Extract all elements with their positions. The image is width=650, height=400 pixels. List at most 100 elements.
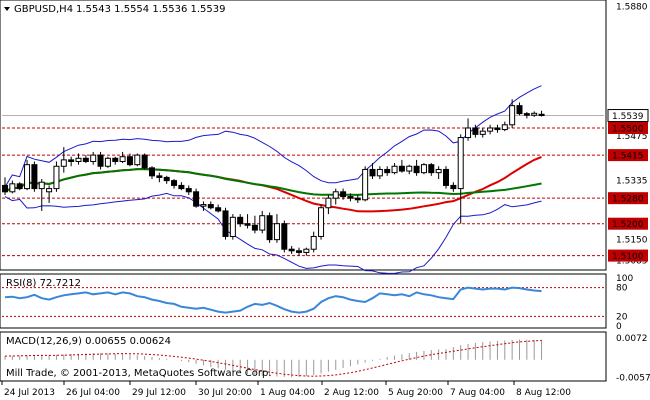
macd-label: MACD(12,26,9) 0.00655 0.00624 <box>6 336 171 347</box>
candle <box>288 246 295 255</box>
rsi-tick-label: 0 <box>616 322 622 332</box>
candle <box>369 163 376 180</box>
candle-body-down <box>31 164 38 190</box>
candle <box>185 185 192 195</box>
price-axis: 1.58801.54751.53351.52001.51501.50851.55… <box>607 3 649 266</box>
candle <box>398 159 405 173</box>
candle <box>487 124 494 135</box>
candle <box>303 247 310 256</box>
candle <box>60 147 67 173</box>
candle <box>391 163 398 175</box>
candle-body-up <box>435 168 442 174</box>
candle <box>354 194 361 203</box>
candle-body-down <box>354 197 361 201</box>
candle <box>53 161 60 192</box>
rsi-tick-label: 20 <box>616 312 628 322</box>
price-level-tag <box>608 192 648 205</box>
candle <box>479 127 486 138</box>
current-price-tag <box>607 109 649 123</box>
candle <box>68 156 75 167</box>
price-level-label: 1.5280 <box>612 195 644 205</box>
candle <box>347 193 354 202</box>
candle-body-down <box>112 157 119 162</box>
candle <box>207 201 214 210</box>
candle-body-down <box>2 184 8 193</box>
candle-body-up <box>457 137 464 190</box>
main-panel <box>0 0 607 271</box>
candle <box>215 204 222 213</box>
candle <box>237 214 244 227</box>
rsi-tick-label: 80 <box>616 284 628 294</box>
ma-green-line <box>4 168 542 196</box>
candle-body-up <box>406 165 413 172</box>
dropdown-icon[interactable] <box>4 7 10 11</box>
candle-body-down <box>296 250 302 253</box>
candle-body-down <box>340 191 347 198</box>
price-level-label: 1.5200 <box>612 220 644 230</box>
candle <box>340 188 347 200</box>
candle <box>465 118 472 141</box>
candle-body-up <box>273 223 280 241</box>
candle <box>119 151 126 164</box>
candle-body-up <box>104 157 111 167</box>
time-tick-label: 30 Jul 20:00 <box>198 388 252 398</box>
time-tick-label: 24 Jul 2013 <box>4 388 55 398</box>
candle-body-down <box>149 167 155 177</box>
candle <box>38 179 45 211</box>
candle <box>472 124 479 138</box>
candle-body-up <box>24 164 31 190</box>
macd-series: 0.0072 -0.00575 <box>4 334 650 383</box>
candle-body-up <box>200 204 207 207</box>
candle <box>281 220 288 253</box>
candle <box>494 124 501 133</box>
candle-body-up <box>376 168 383 177</box>
price-level-tag <box>608 149 648 162</box>
candle-body-up <box>134 154 141 166</box>
candle <box>509 99 516 128</box>
candle-body-down <box>185 188 192 193</box>
candle <box>428 163 435 176</box>
rsi-label: RSI(8) 72.7212 <box>6 278 81 289</box>
candle <box>413 159 420 176</box>
candle <box>9 180 16 194</box>
candle-body-down <box>428 164 435 174</box>
candle <box>104 156 111 168</box>
candle <box>523 112 530 119</box>
candle-body-down <box>82 157 89 162</box>
candle-body-down <box>516 105 523 115</box>
price-level-tag <box>608 217 648 230</box>
candle-body-down <box>171 180 178 186</box>
candle-body-down <box>450 184 457 190</box>
footer-copyright: Mill Trade, © 2001-2013, MetaQuotes Soft… <box>6 368 272 379</box>
candle <box>24 159 31 191</box>
time-tick-label: 7 Aug 04:00 <box>450 388 505 398</box>
candle <box>149 166 155 180</box>
time-tick-label: 29 Jul 12:00 <box>132 388 186 398</box>
moving-averages <box>4 155 542 213</box>
candle <box>200 201 207 211</box>
price-tick-label: 1.5150 <box>616 236 648 246</box>
candle-body-down <box>281 223 288 250</box>
candle-body-up <box>362 168 369 201</box>
candle-body-up <box>60 159 67 167</box>
candle <box>75 153 82 165</box>
candle-body-down <box>384 168 391 174</box>
candle <box>362 166 369 202</box>
candle-body-down <box>141 154 148 169</box>
candle-body-up <box>310 235 317 250</box>
candle-body-down <box>244 223 251 226</box>
candle <box>156 172 163 183</box>
time-tick-label: 2 Aug 12:00 <box>324 388 379 398</box>
candle-body-up <box>303 248 310 253</box>
chart-header-ohlc: 1.5543 1.5554 1.5536 1.5539 <box>76 4 226 15</box>
candle-body-down <box>523 113 530 116</box>
candle-body-up <box>75 157 82 162</box>
candle-body-down <box>472 127 479 135</box>
price-level-label: 1.5100 <box>612 252 644 262</box>
price-level-tag <box>608 121 648 134</box>
candle <box>244 214 251 229</box>
time-tick-label: 1 Aug 04:00 <box>260 388 315 398</box>
candle <box>450 182 457 192</box>
price-level-label: 1.5415 <box>612 152 644 162</box>
